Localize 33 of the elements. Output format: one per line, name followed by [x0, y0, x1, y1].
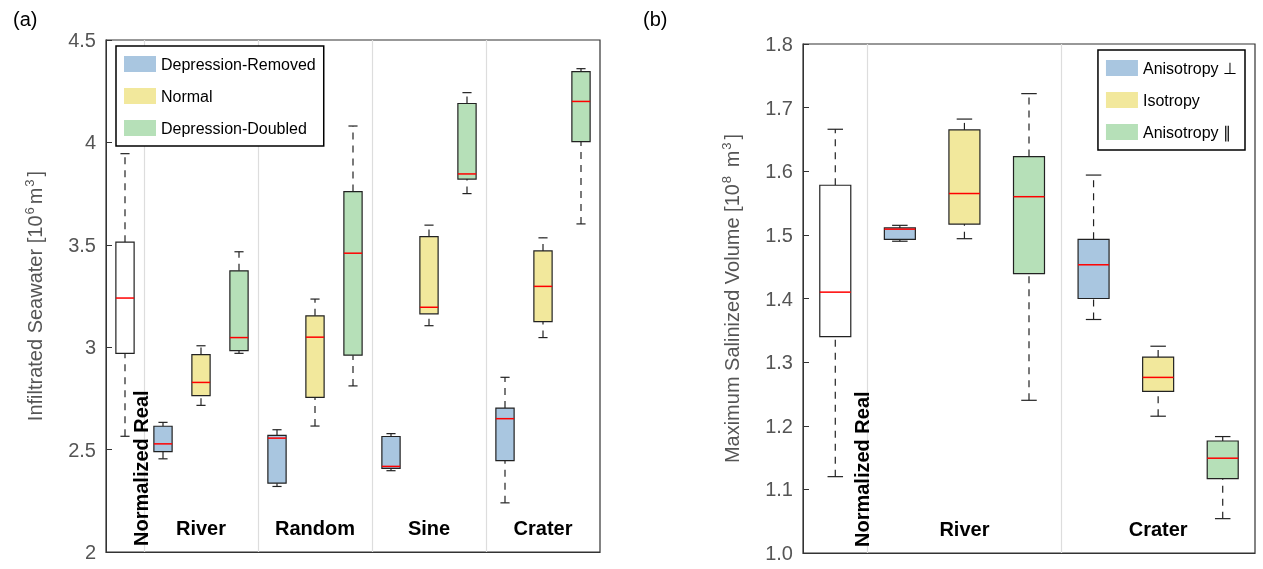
- x-tick-label: Crater: [1128, 518, 1188, 540]
- y-tick-label: 1.3: [765, 351, 793, 374]
- y-tick-label: 1.8: [765, 33, 793, 55]
- y-tick-label: 4.5: [68, 29, 96, 51]
- chart-title: (b): [643, 8, 668, 30]
- legend-label: Isotropy: [1142, 91, 1200, 109]
- y-tick-label: 1.7: [765, 96, 793, 119]
- y-tick-label: 1.4: [765, 287, 793, 310]
- x-tick-label: Random: [275, 517, 355, 539]
- x-tick-label: Normalized Real: [129, 390, 152, 546]
- y-tick-label: 2.5: [68, 438, 96, 461]
- y-tick-label: 2: [84, 541, 96, 563]
- legend-label: Anisotropy ⊥: [1142, 59, 1238, 77]
- y-tick-label: 1.1: [765, 478, 793, 501]
- y-tick-label: 3.5: [68, 233, 96, 256]
- y-tick-label: 1.2: [765, 414, 793, 437]
- x-tick-label: River: [939, 518, 990, 540]
- y-tick-label: 3: [84, 336, 96, 359]
- y-tick-label: 4: [84, 131, 96, 154]
- legend-label: Depression-Doubled: [161, 119, 307, 137]
- legend-label: Normal: [161, 87, 213, 105]
- y-tick-label: 1.6: [765, 160, 793, 183]
- x-tick-label: Sine: [407, 517, 451, 539]
- chart-title: (a): [13, 8, 38, 30]
- x-tick-label: Normalized Real: [851, 391, 874, 547]
- y-axis-title: Infiltrated Seawater [106m3]: [22, 170, 46, 422]
- legend-label: Anisotropy ∥: [1142, 123, 1232, 142]
- y-tick-label: 1.0: [765, 542, 793, 564]
- legend-label: Depression-Removed: [161, 55, 316, 73]
- x-tick-label: Crater: [513, 517, 573, 539]
- y-tick-label: 1.5: [765, 223, 793, 246]
- x-tick-label: River: [175, 517, 227, 539]
- y-axis-title: Maximum Salinized Volume [108 m3]: [719, 133, 743, 464]
